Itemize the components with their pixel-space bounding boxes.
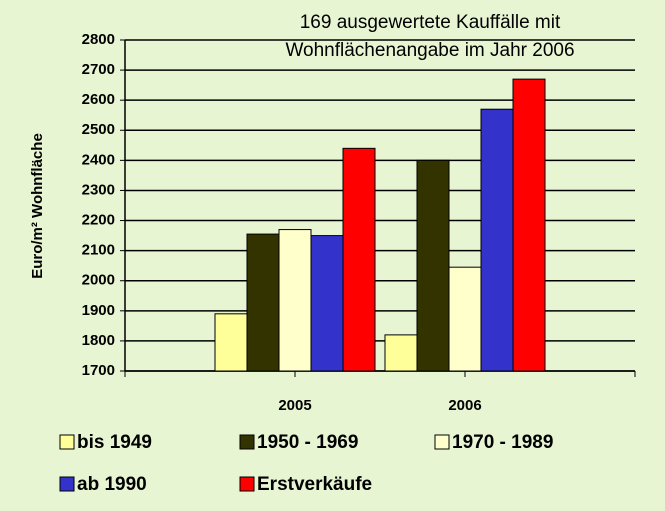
y-tick-label: 1900 <box>82 302 115 319</box>
y-tick-label: 2200 <box>82 212 115 229</box>
y-tick-label: 2000 <box>82 272 115 289</box>
y-tick-label: 1700 <box>82 362 115 379</box>
legend-label: bis 1949 <box>77 432 152 453</box>
legend-swatch <box>239 434 255 450</box>
legend-label: 1970 - 1989 <box>452 432 553 453</box>
y-tick-label: 2600 <box>82 91 115 108</box>
chart-title: Wohnflächenangabe im Jahr 2006 <box>285 40 574 61</box>
x-tick-label: 2005 <box>278 397 311 414</box>
bar <box>480 108 514 372</box>
legend-label: 1950 - 1969 <box>257 432 358 453</box>
bar <box>342 147 376 372</box>
y-tick-label: 2700 <box>82 61 115 78</box>
bar <box>246 233 280 372</box>
bar <box>416 159 450 372</box>
y-tick-label: 2400 <box>82 151 115 168</box>
x-tick-label: 2006 <box>448 397 481 414</box>
y-tick-label: 2800 <box>82 31 115 48</box>
y-axis-label: Euro/m² Wohnfläche <box>29 133 46 279</box>
y-tick-label: 2500 <box>82 121 115 138</box>
legend-swatch <box>59 476 75 492</box>
bar <box>310 235 344 372</box>
legend-label: Erstverkäufe <box>257 474 372 495</box>
bar <box>384 334 418 372</box>
legend-swatch <box>239 476 255 492</box>
y-tick-label: 2300 <box>82 181 115 198</box>
legend-label: ab 1990 <box>77 474 147 495</box>
bar <box>512 78 546 372</box>
bar <box>448 266 482 372</box>
y-tick-label: 2100 <box>82 242 115 259</box>
bar <box>278 229 312 372</box>
legend-swatch <box>59 434 75 450</box>
chart-title: 169 ausgewertete Kauffälle mit <box>300 12 561 33</box>
legend-swatch <box>434 434 450 450</box>
y-tick-label: 1800 <box>82 332 115 349</box>
bar <box>214 313 248 372</box>
